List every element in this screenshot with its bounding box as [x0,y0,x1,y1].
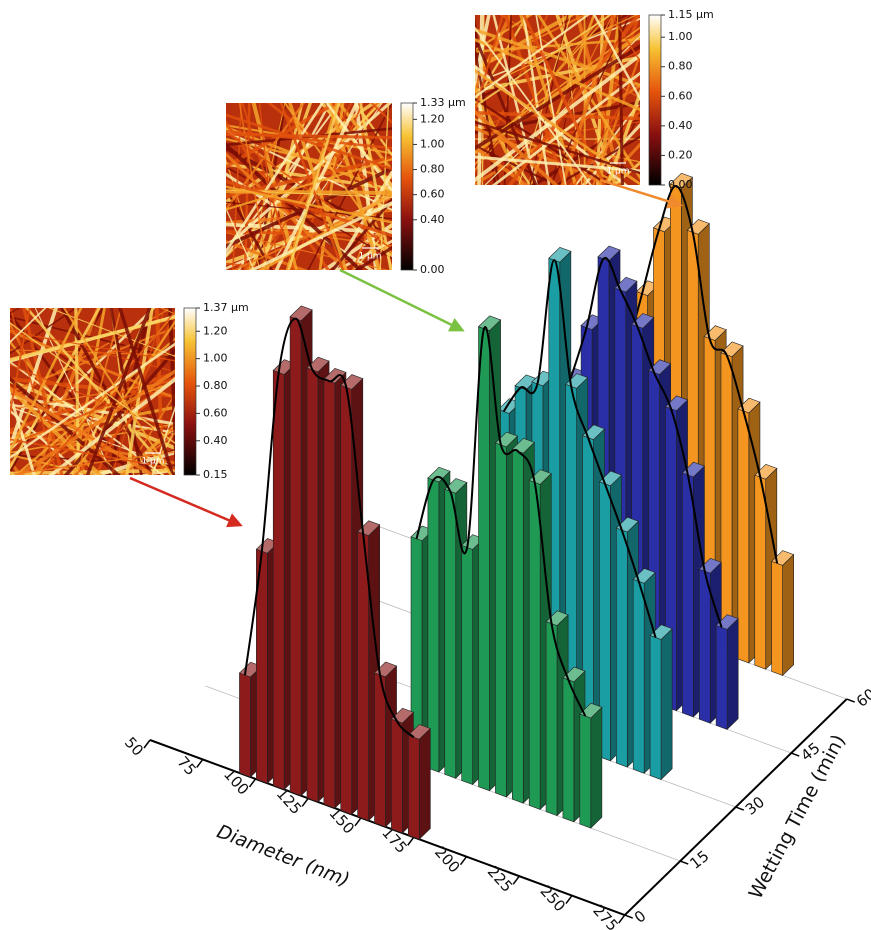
colorbar-tick-label: 0.60 [668,89,693,102]
bar-front [529,480,540,809]
bar-front [546,622,557,816]
bar [772,551,794,676]
scale-bar-label: 1 µm [358,252,381,262]
bar-side [783,555,794,676]
bar-front [324,379,335,808]
colorbar-tick-label: 0.15 [203,468,228,481]
colorbar-tick-label: 0.00 [420,263,445,276]
z-tick [680,861,688,864]
x-tick-label: 200 [431,843,464,876]
x-tick-label: 275 [589,901,622,930]
bar-front [408,735,419,839]
bar-front [716,625,727,729]
inset-arrow [340,270,462,330]
colorbar-tick-label: 1.00 [668,30,693,43]
z-tick [791,753,799,756]
bar-front [239,673,250,777]
scale-bar-label: 1 µm [141,457,164,467]
bar-front [290,317,301,796]
bar [580,703,602,828]
x-tick-label: 50 [121,733,147,759]
z-tick [625,915,633,918]
inset-arrow [130,478,240,525]
colorbar [649,15,661,185]
colorbar-tick-label: 0.40 [420,213,445,226]
z-axis-title: Wetting Time (min) [745,731,850,903]
bar-side [419,728,430,839]
z-tick [736,807,744,810]
bar-front [772,561,783,675]
bar-front [563,678,574,822]
colorbar-tick-label: 0.40 [668,119,693,132]
figure: 5075100125150175200225250275Diameter (nm… [0,0,871,930]
bar-front [633,579,644,773]
bar-side [591,707,602,828]
bar-front [650,635,661,779]
bar-front [580,714,591,828]
scale-bar-label: 1 µm [606,167,629,177]
bar-front [699,569,710,723]
x-tick-label: 250 [537,882,570,915]
bar [408,724,430,839]
colorbar-tick-label: 1.20 [420,112,445,125]
bar-front [512,449,523,803]
colorbar-tick-label: 0.00 [668,178,693,191]
x-axis-title: Diameter (nm) [214,821,353,892]
bar-front [738,409,749,663]
bar [716,615,738,730]
bar-front [755,475,766,669]
colorbar-tick-label: 1.00 [420,137,445,150]
bar-front [721,353,732,657]
bar-front [682,473,693,717]
bar-front [307,368,318,802]
colorbar-tick-label: 1.15 µm [668,8,714,21]
bar-front [445,489,456,778]
colorbar-tick-label: 1.37 µm [203,301,249,314]
bar-front [479,327,490,791]
bar-front [391,719,402,833]
bar-side [661,629,672,780]
colorbar-tick-label: 0.60 [420,188,445,201]
colorbar-tick-label: 0.80 [203,379,228,392]
colorbar-tick-label: 1.20 [203,324,228,337]
colorbar-tick-label: 1.00 [203,352,228,365]
colorbar [401,103,413,270]
colorbar-tick-label: 0.80 [420,163,445,176]
colorbar-tick-label: 0.60 [203,406,228,419]
bar-side [727,619,738,730]
bar-front [495,443,506,797]
bar-front [273,370,284,789]
colorbar-tick-label: 0.40 [203,434,228,447]
colorbar-tick-label: 1.33 µm [420,96,466,109]
bar-front [341,385,352,814]
z-tick-label: 60 [853,685,871,711]
z-tick-label: 0 [631,907,650,927]
z-tick [847,699,855,702]
colorbar [184,308,196,475]
bar-front [462,545,473,784]
bar [650,625,672,780]
bar-front [616,528,627,767]
colorbar-tick-label: 0.80 [668,60,693,73]
x-tick-label: 225 [484,863,517,896]
colorbar-tick-label: 0.20 [668,148,693,161]
